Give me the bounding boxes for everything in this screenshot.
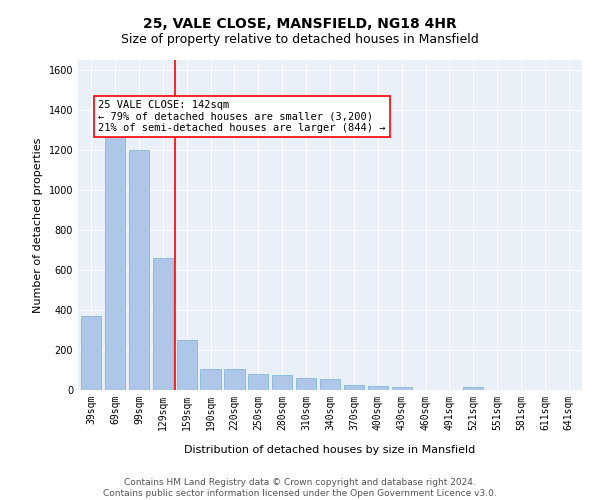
Bar <box>272 375 292 390</box>
Bar <box>392 387 412 390</box>
Bar <box>200 369 221 390</box>
Bar <box>463 387 484 390</box>
Text: Distribution of detached houses by size in Mansfield: Distribution of detached houses by size … <box>184 445 476 455</box>
Bar <box>105 136 125 390</box>
Y-axis label: Number of detached properties: Number of detached properties <box>33 138 43 312</box>
Bar <box>129 150 149 390</box>
Bar <box>224 369 245 390</box>
Text: 25, VALE CLOSE, MANSFIELD, NG18 4HR: 25, VALE CLOSE, MANSFIELD, NG18 4HR <box>143 18 457 32</box>
Bar <box>81 316 101 390</box>
Bar <box>368 386 388 390</box>
Bar <box>344 385 364 390</box>
Bar <box>152 258 173 390</box>
Bar <box>176 340 197 390</box>
Bar <box>320 379 340 390</box>
Text: Size of property relative to detached houses in Mansfield: Size of property relative to detached ho… <box>121 32 479 46</box>
Text: Contains HM Land Registry data © Crown copyright and database right 2024.
Contai: Contains HM Land Registry data © Crown c… <box>103 478 497 498</box>
Text: 25 VALE CLOSE: 142sqm
← 79% of detached houses are smaller (3,200)
21% of semi-d: 25 VALE CLOSE: 142sqm ← 79% of detached … <box>98 100 386 133</box>
Bar <box>248 374 268 390</box>
Bar <box>296 378 316 390</box>
